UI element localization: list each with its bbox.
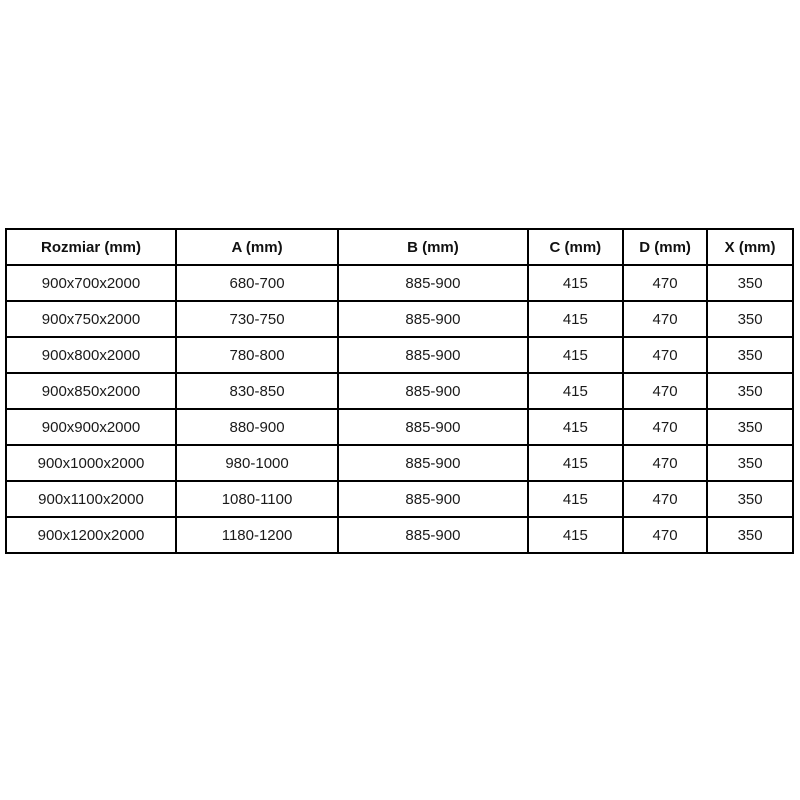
header-row: Rozmiar (mm) A (mm) B (mm) C (mm) D (mm)… xyxy=(5,228,794,266)
table-row: 900x900x2000 880-900 885-900 415 470 350 xyxy=(5,408,794,446)
cell-x: 350 xyxy=(706,480,794,518)
cell-x: 350 xyxy=(706,300,794,338)
cell-c: 415 xyxy=(526,372,624,410)
cell-x: 350 xyxy=(706,444,794,482)
table-row: 900x1000x2000 980-1000 885-900 415 470 3… xyxy=(5,444,794,482)
table-row: 900x800x2000 780-800 885-900 415 470 350 xyxy=(5,336,794,374)
cell-rozmiar: 900x1000x2000 xyxy=(5,444,177,482)
cell-b: 885-900 xyxy=(337,444,529,482)
cell-c: 415 xyxy=(526,336,624,374)
cell-a: 880-900 xyxy=(174,408,340,446)
cell-a: 680-700 xyxy=(174,264,340,302)
cell-x: 350 xyxy=(706,264,794,302)
cell-rozmiar: 900x850x2000 xyxy=(5,372,177,410)
cell-b: 885-900 xyxy=(337,480,529,518)
cell-x: 350 xyxy=(706,516,794,554)
cell-b: 885-900 xyxy=(337,336,529,374)
table-row: 900x1100x2000 1080-1100 885-900 415 470 … xyxy=(5,480,794,518)
cell-a: 780-800 xyxy=(174,336,340,374)
cell-rozmiar: 900x800x2000 xyxy=(5,336,177,374)
column-header-c: C (mm) xyxy=(526,228,624,266)
table-body: 900x700x2000 680-700 885-900 415 470 350… xyxy=(5,264,794,554)
column-header-d: D (mm) xyxy=(621,228,709,266)
table-row: 900x700x2000 680-700 885-900 415 470 350 xyxy=(5,264,794,302)
cell-d: 470 xyxy=(621,408,709,446)
cell-d: 470 xyxy=(621,336,709,374)
cell-b: 885-900 xyxy=(337,372,529,410)
table-row: 900x1200x2000 1180-1200 885-900 415 470 … xyxy=(5,516,794,554)
column-header-x: X (mm) xyxy=(706,228,794,266)
cell-x: 350 xyxy=(706,336,794,374)
size-specification-table: Rozmiar (mm) A (mm) B (mm) C (mm) D (mm)… xyxy=(5,228,794,554)
cell-d: 470 xyxy=(621,516,709,554)
cell-rozmiar: 900x900x2000 xyxy=(5,408,177,446)
cell-a: 830-850 xyxy=(174,372,340,410)
table-row: 900x750x2000 730-750 885-900 415 470 350 xyxy=(5,300,794,338)
table-row: 900x850x2000 830-850 885-900 415 470 350 xyxy=(5,372,794,410)
column-header-a: A (mm) xyxy=(174,228,340,266)
cell-d: 470 xyxy=(621,372,709,410)
cell-rozmiar: 900x1200x2000 xyxy=(5,516,177,554)
cell-a: 1080-1100 xyxy=(174,480,340,518)
cell-x: 350 xyxy=(706,372,794,410)
cell-b: 885-900 xyxy=(337,264,529,302)
cell-b: 885-900 xyxy=(337,408,529,446)
cell-c: 415 xyxy=(526,408,624,446)
column-header-b: B (mm) xyxy=(337,228,529,266)
cell-d: 470 xyxy=(621,300,709,338)
cell-d: 470 xyxy=(621,444,709,482)
cell-b: 885-900 xyxy=(337,516,529,554)
cell-rozmiar: 900x1100x2000 xyxy=(5,480,177,518)
cell-c: 415 xyxy=(526,264,624,302)
cell-c: 415 xyxy=(526,480,624,518)
table-header: Rozmiar (mm) A (mm) B (mm) C (mm) D (mm)… xyxy=(5,228,794,266)
cell-d: 470 xyxy=(621,480,709,518)
cell-c: 415 xyxy=(526,516,624,554)
cell-rozmiar: 900x750x2000 xyxy=(5,300,177,338)
cell-b: 885-900 xyxy=(337,300,529,338)
cell-d: 470 xyxy=(621,264,709,302)
cell-c: 415 xyxy=(526,300,624,338)
column-header-rozmiar: Rozmiar (mm) xyxy=(5,228,177,266)
cell-a: 980-1000 xyxy=(174,444,340,482)
cell-rozmiar: 900x700x2000 xyxy=(5,264,177,302)
cell-a: 730-750 xyxy=(174,300,340,338)
cell-x: 350 xyxy=(706,408,794,446)
cell-a: 1180-1200 xyxy=(174,516,340,554)
cell-c: 415 xyxy=(526,444,624,482)
